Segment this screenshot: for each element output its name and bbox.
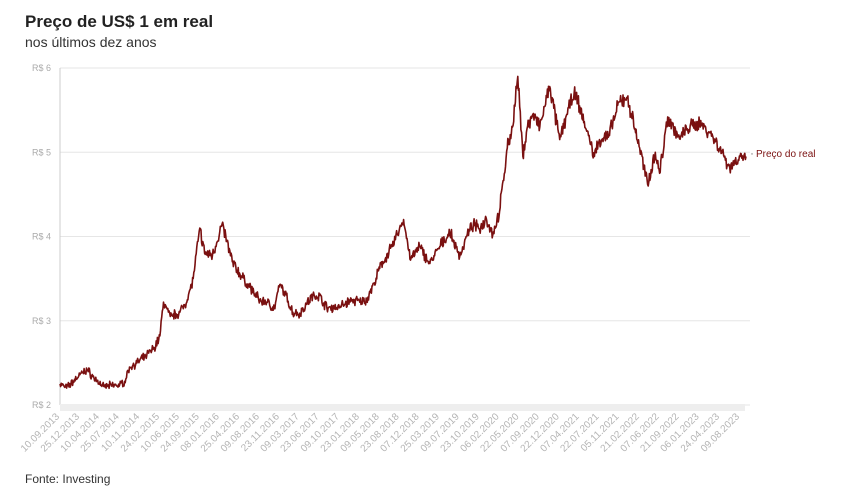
chart-subtitle: nos últimos dez anos: [25, 34, 157, 50]
x-axis-ticks: 10.09.201325.12.201310.04.201425.07.2014…: [19, 411, 742, 454]
y-tick-label: R$ 5: [32, 147, 51, 157]
series-line: [59, 75, 747, 390]
y-axis-ticks: R$ 2 R$ 3 R$ 4 R$ 5 R$ 6: [32, 63, 51, 410]
series-layer: Preço do real: [59, 75, 815, 390]
y-tick-label: R$ 2: [32, 400, 51, 410]
grid-lines: [59, 67, 750, 411]
series-label: Preço do real: [756, 149, 815, 160]
x-axis-band: [60, 404, 745, 411]
y-tick-label: R$ 3: [32, 316, 51, 326]
y-tick-label: R$ 4: [32, 232, 51, 242]
y-tick-label: R$ 6: [32, 63, 51, 73]
series-label-marker: [751, 152, 754, 155]
chart-title: Preço de US$ 1 em real: [25, 12, 214, 31]
source-note: Fonte: Investing: [25, 472, 111, 486]
